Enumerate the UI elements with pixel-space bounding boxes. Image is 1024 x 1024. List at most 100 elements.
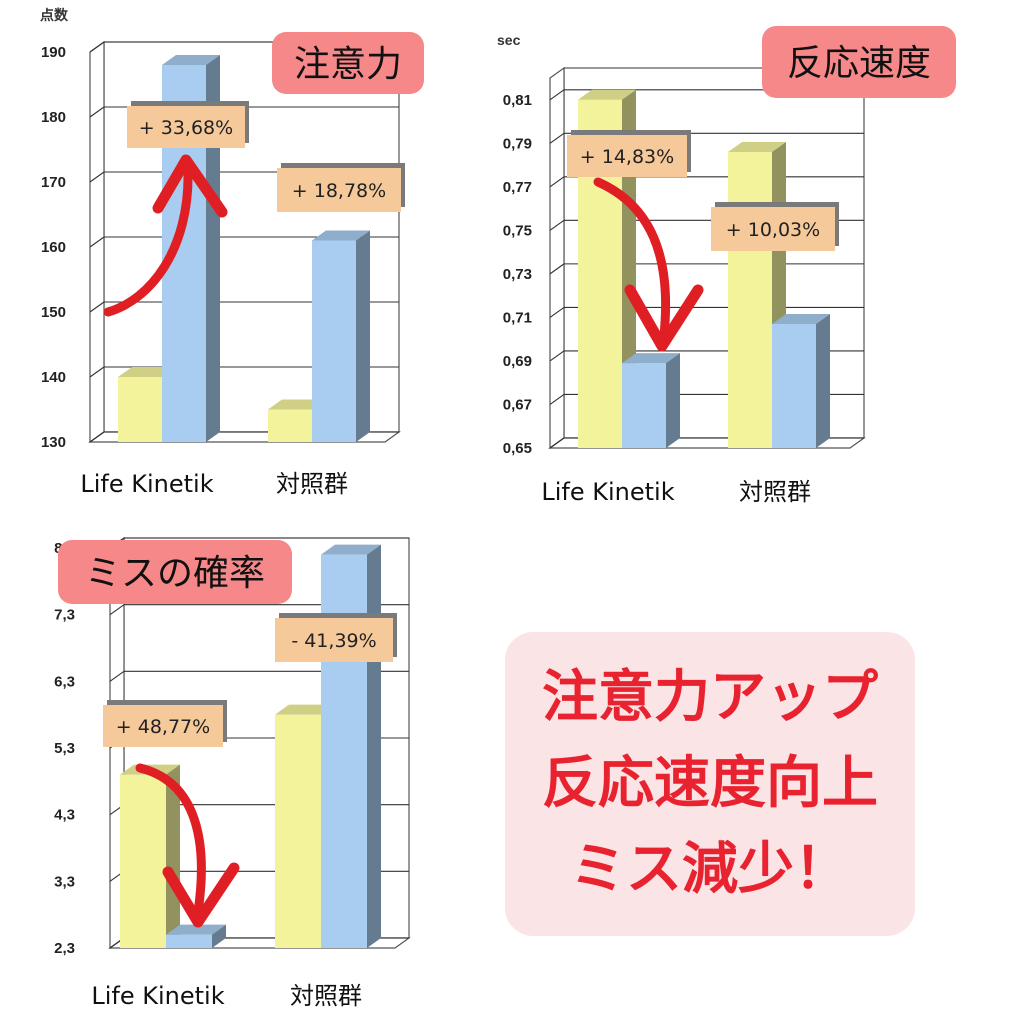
chart-title: 注意力 (294, 44, 402, 85)
bar (120, 764, 180, 948)
y-tick-label: 2,3 (54, 940, 75, 957)
annotation-box: + 10,03% (711, 202, 839, 251)
bar-top (321, 544, 381, 555)
annotation-bg (567, 135, 687, 177)
y-tick-label: 0,81 (503, 92, 532, 109)
annotation-box: - 41,39% (275, 613, 397, 662)
bar-side (212, 924, 226, 948)
bar-front (312, 240, 356, 442)
category-label: Life Kinetik (80, 470, 213, 498)
chart-title-badge (272, 32, 424, 94)
bar-top (162, 55, 220, 65)
bar-side (166, 764, 180, 948)
gridline-diag (109, 604, 125, 616)
bar-side (367, 544, 381, 948)
category-label: Life Kinetik (91, 982, 224, 1010)
trend-arrow (103, 165, 193, 317)
y-tick-label: 4,3 (54, 807, 75, 824)
unit-label: 点数 (40, 7, 69, 23)
annotation-label: + 33,68% (139, 117, 233, 139)
y-tick-label: 160 (41, 239, 66, 256)
gridline-diag (549, 306, 565, 318)
y-tick-label: 0,77 (503, 179, 532, 196)
gridline-diag (89, 106, 105, 118)
y-tick-label: 170 (41, 174, 66, 191)
bar-top (578, 89, 636, 100)
y-tick-label: 0,67 (503, 396, 532, 413)
gridline-diag (109, 670, 125, 682)
annotation-box: + 14,83% (567, 130, 691, 177)
trend-arrow (135, 763, 206, 917)
y-tick-label: 0,65 (503, 440, 532, 457)
annotation-label: + 14,83% (580, 146, 674, 168)
bar-front (275, 714, 321, 948)
bar-side (666, 353, 680, 448)
gridline-diag (89, 41, 105, 53)
bar (622, 353, 680, 448)
y-tick-label: 3,3 (54, 873, 75, 890)
summary-line-2: 反応速度向上 (542, 751, 878, 816)
y-tick-label: 190 (41, 44, 66, 61)
annotation-label: + 10,03% (726, 219, 820, 241)
category-label: Life Kinetik (541, 478, 674, 506)
bar-top (622, 353, 680, 364)
bar-top (166, 924, 226, 935)
bar-front (120, 774, 166, 948)
category-label: 対照群 (739, 478, 811, 506)
summary-callout: 注意力アップ 反応速度向上 ミス減少！ (505, 632, 915, 936)
chart-2: 0,65 0,67 0,69 0,71 0,73 0,75 0,77 0,79 0,81 sec L… (497, 26, 956, 506)
annotation-box: + 33,68% (127, 101, 249, 148)
y-tick-label: 0,71 (503, 309, 532, 326)
bar-side (816, 313, 830, 448)
trend-arrow-head (152, 154, 228, 218)
summary-line-3: ミス減少！ (570, 837, 850, 902)
y-tick-label: 0,79 (503, 135, 532, 152)
chart-side-wall (549, 66, 565, 450)
y-tick-label: 0,73 (503, 266, 532, 283)
trend-arrow-head (624, 284, 704, 352)
bar-front (118, 377, 162, 442)
bar (321, 544, 381, 948)
gridline-diag (549, 394, 565, 405)
gridline-diag (549, 176, 565, 188)
gridline-diag (89, 431, 105, 443)
annotation-label: - 41,39% (291, 630, 376, 652)
annotation-bg (711, 207, 835, 251)
gridline-diag (549, 437, 565, 449)
chart-title-badge (762, 26, 956, 98)
annotation-label: + 48,77% (116, 716, 210, 738)
chart-title: ミスの確率 (85, 553, 265, 594)
gridline-diag (549, 89, 565, 101)
annotation-box: + 18,78% (277, 163, 405, 212)
bar-top (275, 704, 335, 715)
y-tick-label: 0,69 (503, 353, 532, 370)
y-tick-label: 140 (41, 369, 66, 386)
bar-top (268, 399, 326, 410)
y-tick-label: 0,75 (503, 222, 532, 239)
bar (118, 367, 176, 442)
bar-top (118, 367, 176, 377)
gridline-diag (549, 350, 565, 362)
bar-front (268, 409, 312, 442)
chart-title: 反応速度 (787, 43, 931, 84)
bar-front (622, 363, 666, 448)
category-label: 対照群 (290, 982, 362, 1010)
annotation-bg (275, 618, 393, 662)
y-tick-label: 180 (41, 109, 66, 126)
gridline-diag (549, 132, 565, 144)
bar-side (356, 230, 370, 442)
unit-label: sec (497, 32, 521, 48)
bar (166, 924, 226, 948)
bar-front (728, 152, 772, 448)
annotation-label: + 18,78% (292, 180, 386, 202)
bar (772, 313, 830, 448)
y-tick-label: 6,3 (54, 673, 75, 690)
gridline-diag (89, 236, 105, 248)
chart-title-badge (58, 540, 292, 604)
y-tick-label: 150 (41, 304, 66, 321)
y-tick-label: 130 (41, 434, 66, 451)
annotation-bg (103, 705, 223, 747)
trend-arrow (593, 177, 671, 340)
gridline-diag (89, 171, 105, 183)
annotation-bg (127, 106, 245, 148)
